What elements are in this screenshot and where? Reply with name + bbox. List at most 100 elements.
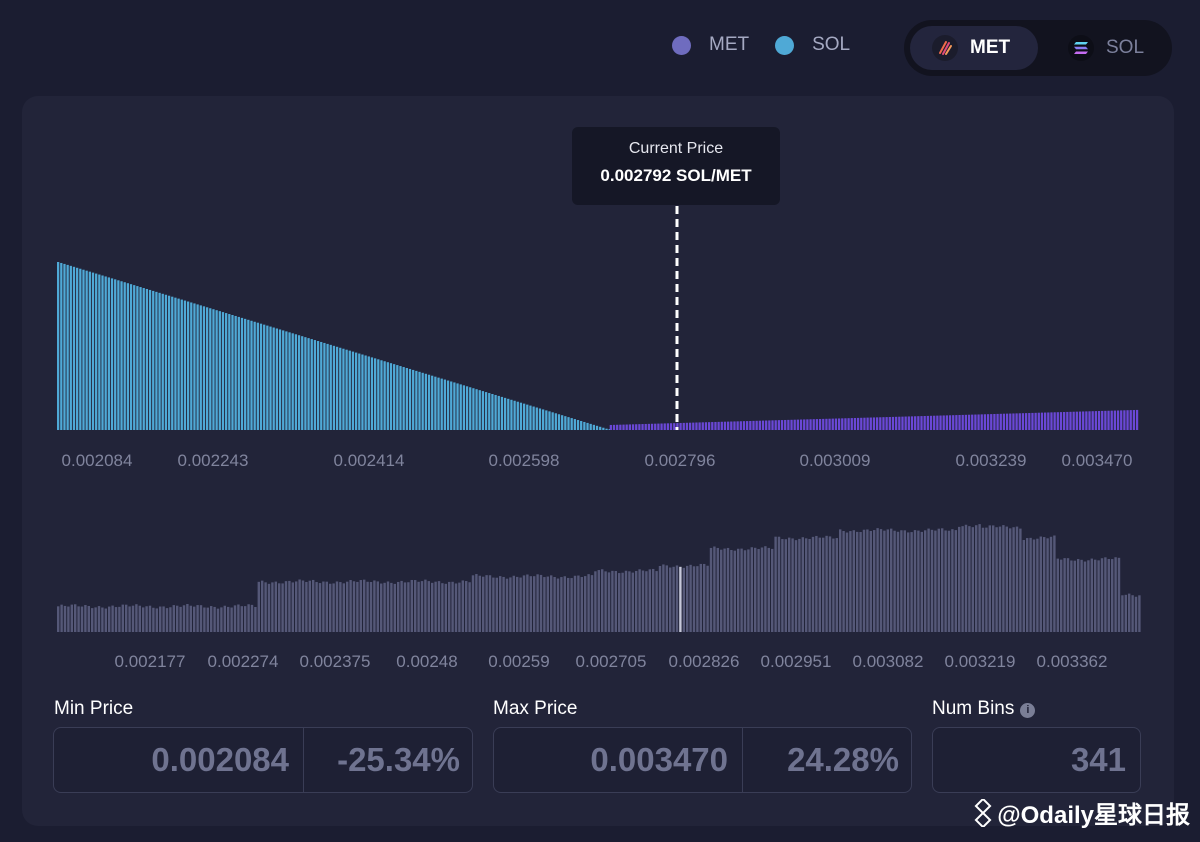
history-bar[interactable] bbox=[461, 580, 464, 632]
history-bar[interactable] bbox=[138, 605, 141, 632]
history-bar[interactable] bbox=[832, 538, 835, 632]
history-bar[interactable] bbox=[675, 565, 679, 632]
history-bar[interactable] bbox=[924, 530, 927, 632]
history-bar[interactable] bbox=[471, 575, 475, 632]
history-bar[interactable] bbox=[1015, 526, 1019, 632]
history-bar[interactable] bbox=[879, 529, 883, 632]
history-bar[interactable] bbox=[295, 581, 298, 632]
history-bar[interactable] bbox=[274, 581, 277, 632]
history-bar[interactable] bbox=[968, 526, 971, 632]
history-bar[interactable] bbox=[468, 582, 471, 632]
history-bar[interactable] bbox=[271, 582, 274, 632]
history-bar[interactable] bbox=[930, 529, 934, 632]
history-bar[interactable] bbox=[954, 530, 957, 632]
history-bar[interactable] bbox=[873, 530, 876, 632]
history-bar[interactable] bbox=[692, 566, 696, 632]
history-bar[interactable] bbox=[393, 583, 396, 632]
min-price-value[interactable]: 0.002084 bbox=[151, 741, 289, 778]
history-bar[interactable] bbox=[437, 581, 441, 632]
history-bar[interactable] bbox=[689, 564, 692, 632]
history-bar[interactable] bbox=[798, 538, 801, 632]
history-bar[interactable] bbox=[859, 532, 862, 632]
history-bar[interactable] bbox=[641, 570, 645, 632]
history-bar[interactable] bbox=[1063, 558, 1066, 632]
history-bar[interactable] bbox=[420, 581, 424, 632]
history-bar[interactable] bbox=[257, 581, 260, 632]
history-bar[interactable] bbox=[223, 605, 226, 632]
history-bar[interactable] bbox=[390, 582, 393, 632]
history-bar[interactable] bbox=[339, 582, 342, 632]
history-bar[interactable] bbox=[716, 547, 719, 632]
history-bar[interactable] bbox=[441, 583, 444, 632]
history-bar[interactable] bbox=[281, 583, 284, 632]
history-bar[interactable] bbox=[1114, 557, 1117, 632]
history-bars[interactable] bbox=[57, 524, 1141, 632]
max-price-input[interactable]: 0.003470 24.28% bbox=[493, 727, 912, 793]
history-bar[interactable] bbox=[570, 578, 573, 632]
history-bar[interactable] bbox=[315, 582, 318, 632]
history-bar[interactable] bbox=[822, 537, 825, 632]
history-bar[interactable] bbox=[614, 570, 617, 632]
history-bar[interactable] bbox=[743, 550, 747, 632]
history-bar[interactable] bbox=[665, 565, 668, 632]
history-bar[interactable] bbox=[944, 530, 947, 632]
history-bar[interactable] bbox=[135, 604, 138, 632]
history-bar[interactable] bbox=[458, 582, 461, 632]
history-bar[interactable] bbox=[985, 527, 988, 632]
history-bar[interactable] bbox=[696, 566, 699, 632]
history-bar[interactable] bbox=[757, 549, 760, 632]
history-bar[interactable] bbox=[1060, 559, 1063, 632]
history-bar[interactable] bbox=[682, 567, 685, 632]
info-icon[interactable]: i bbox=[1020, 703, 1036, 718]
history-bar[interactable] bbox=[1056, 558, 1059, 632]
history-bar[interactable] bbox=[1097, 560, 1100, 632]
history-bar[interactable] bbox=[182, 605, 186, 632]
history-bar[interactable] bbox=[519, 577, 522, 632]
toggle-sol-button[interactable]: SOL bbox=[1054, 26, 1166, 70]
history-bar[interactable] bbox=[1138, 595, 1141, 632]
history-bar[interactable] bbox=[998, 526, 1002, 632]
history-bar[interactable] bbox=[77, 606, 80, 632]
history-bar[interactable] bbox=[791, 538, 794, 632]
history-bar[interactable] bbox=[1073, 560, 1076, 632]
history-bar[interactable] bbox=[818, 537, 821, 632]
history-bar[interactable] bbox=[842, 531, 845, 632]
history-bar[interactable] bbox=[947, 530, 951, 632]
history-bar[interactable] bbox=[788, 537, 791, 632]
history-bar[interactable] bbox=[845, 532, 849, 632]
history-bar[interactable] bbox=[278, 583, 281, 632]
history-bar[interactable] bbox=[1026, 538, 1029, 632]
history-bar[interactable] bbox=[492, 577, 495, 632]
history-bar[interactable] bbox=[247, 604, 250, 632]
history-bar[interactable] bbox=[237, 604, 240, 633]
history-bar[interactable] bbox=[927, 528, 930, 632]
history-bar[interactable] bbox=[1131, 595, 1134, 632]
history-bar[interactable] bbox=[346, 581, 349, 632]
history-bar[interactable] bbox=[560, 577, 563, 632]
history-bar[interactable] bbox=[839, 529, 842, 632]
history-bar[interactable] bbox=[349, 580, 352, 632]
history-bar[interactable] bbox=[1107, 559, 1110, 632]
history-bar[interactable] bbox=[866, 529, 869, 632]
history-bar[interactable] bbox=[162, 606, 165, 632]
history-bar[interactable] bbox=[907, 532, 910, 632]
history-bar[interactable] bbox=[298, 579, 301, 633]
history-bar[interactable] bbox=[563, 576, 566, 632]
history-bar[interactable] bbox=[934, 530, 937, 632]
history-bar[interactable] bbox=[386, 581, 390, 632]
history-bar[interactable] bbox=[159, 606, 162, 632]
history-bar[interactable] bbox=[233, 605, 237, 632]
history-bar[interactable] bbox=[431, 582, 434, 632]
max-price-percent[interactable]: 24.28% bbox=[742, 728, 911, 792]
history-bar[interactable] bbox=[631, 572, 634, 632]
history-bar[interactable] bbox=[414, 580, 417, 632]
history-bar[interactable] bbox=[1124, 594, 1127, 632]
history-bar[interactable] bbox=[1077, 559, 1080, 632]
history-bar[interactable] bbox=[849, 531, 852, 632]
history-bar[interactable] bbox=[363, 579, 366, 632]
history-bar[interactable] bbox=[539, 574, 543, 632]
history-bar[interactable] bbox=[169, 607, 172, 632]
history-bar[interactable] bbox=[669, 567, 672, 632]
history-bar[interactable] bbox=[672, 566, 675, 632]
history-bar[interactable] bbox=[427, 581, 430, 632]
